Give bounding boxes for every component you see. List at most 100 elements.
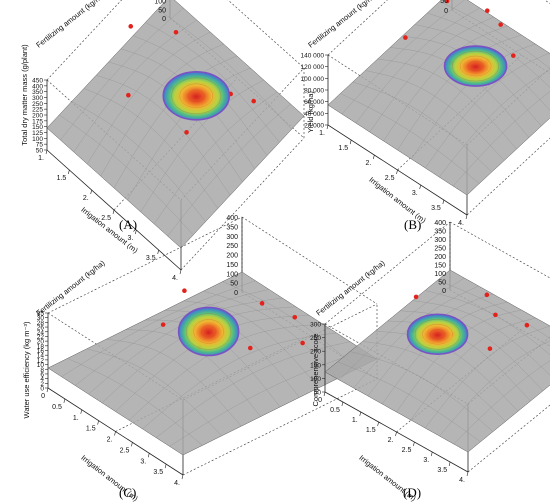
y-axis-title: Fertilizing amount (kg/ha): [34, 258, 107, 317]
x-tick-label: 3.5: [153, 469, 163, 476]
z-tick-label: 125: [32, 130, 43, 137]
x-tick-label: 3.5: [437, 467, 447, 474]
x-tick-mark: [112, 209, 115, 215]
surface-mesh-line: [155, 341, 351, 438]
x-tick-label: 0.5: [52, 404, 62, 411]
panel-label-b: (B): [404, 217, 422, 232]
surface-mesh-line: [157, 9, 292, 130]
x-tick-label: 2.5: [385, 175, 395, 182]
chart-panel-c: 00.51.1.52.2.53.3.54.0501001502002503003…: [22, 215, 378, 503]
panel-label-d: (D): [403, 485, 422, 500]
x-tick-mark: [80, 409, 83, 414]
surface-mesh-line: [167, 103, 291, 237]
z-tick-label: 35: [37, 311, 45, 318]
x-tick-label: 2.: [107, 437, 113, 444]
x-tick-label: 4.: [172, 275, 178, 282]
x-tick-label: 0: [41, 393, 45, 400]
z-tick-label: 200: [310, 349, 321, 356]
observation-point: [160, 322, 166, 327]
observation-point: [300, 340, 305, 346]
y-axis-title: Fertilizing amount (kg/ha): [306, 0, 379, 50]
surface-mesh-line: [183, 300, 319, 388]
x-tick-label: 1.5: [86, 426, 96, 433]
x-tick-mark: [323, 391, 326, 397]
x-tick-label: 1.: [319, 130, 325, 137]
surface-mesh-line: [439, 69, 550, 178]
surface-mesh-line: [452, 91, 550, 187]
x-tick-mark: [147, 453, 150, 458]
x-tick-mark: [413, 441, 415, 447]
x-tick-label: 4.: [458, 220, 464, 227]
z-tick-label: 300: [32, 95, 43, 102]
y-tick-label: 250: [434, 246, 446, 253]
observation-point: [511, 53, 516, 58]
surface-mesh-line: [427, 12, 550, 88]
z-tick-label: 350: [32, 89, 43, 96]
z-tick-label: 120 000: [301, 64, 325, 71]
surface-mesh-line: [399, 310, 544, 391]
x-tick-mark: [181, 474, 184, 480]
z-tick-label: 75: [36, 142, 44, 149]
observation-point: [251, 98, 256, 104]
y-tick-label: 50: [158, 7, 166, 14]
x-tick-mark: [45, 149, 48, 155]
x-tick-mark: [326, 124, 329, 130]
y-tick-label: 150: [226, 262, 238, 269]
optimum-region: [162, 70, 231, 121]
surface-mesh-line: [412, 300, 550, 376]
x-tick-label: 4.: [174, 480, 180, 487]
observation-point: [259, 301, 265, 306]
y-tick-label: 0: [234, 290, 238, 297]
x-tick-mark: [179, 269, 182, 275]
x-tick-label: 0: [318, 397, 322, 404]
y-tick-label: 200: [434, 254, 446, 261]
z-tick-label: 100: [310, 376, 321, 383]
z-axis-title: Yield (kg/ha): [306, 91, 315, 133]
chart-panel-a: 1.1.52.2.53.3.54.05010015020025030035040…: [20, 0, 305, 282]
optimum-contour: [193, 319, 224, 344]
z-tick-label: 40 000: [304, 111, 324, 118]
optimum-contour: [452, 50, 499, 82]
x-tick-label: 1.: [38, 155, 44, 162]
x-tick-mark: [349, 139, 352, 145]
observation-point: [173, 29, 179, 35]
y-tick-label: 0: [162, 16, 166, 23]
x-tick-mark: [466, 471, 469, 477]
x-tick-mark: [68, 169, 70, 175]
surface-mesh-line: [222, 281, 358, 369]
box-edge: [182, 378, 378, 476]
z-tick-label: 250: [32, 101, 43, 108]
optimum-contour: [459, 55, 492, 77]
z-tick-label: 24: [37, 329, 45, 336]
y-tick-label: 400: [434, 220, 446, 227]
y-tick-label: 100: [154, 0, 166, 6]
x-tick-label: 3.: [140, 458, 146, 465]
z-tick-label: 28: [37, 320, 45, 327]
optimum-contour: [200, 325, 217, 338]
z-tick-label: 22: [37, 334, 45, 341]
x-tick-label: 2.5: [402, 447, 412, 454]
x-tick-label: 3.: [423, 457, 429, 464]
y-tick-label: 50: [230, 281, 238, 288]
surface-mesh-line: [410, 317, 536, 421]
x-tick-label: 1.: [352, 417, 358, 424]
x-tick-mark: [373, 154, 375, 160]
z-tick-label: 0: [40, 386, 44, 393]
x-tick-label: 2.5: [101, 215, 111, 222]
x-tick-mark: [395, 431, 397, 437]
x-tick-label: 3.5: [146, 255, 156, 262]
z-tick-label: 20 000: [304, 123, 324, 130]
x-tick-label: 1.: [73, 415, 79, 422]
y-tick-label: 50: [438, 280, 446, 287]
optimum-contour: [422, 324, 453, 345]
x-tick-mark: [396, 169, 398, 175]
observation-point: [184, 130, 189, 135]
y-tick-label: 250: [226, 243, 238, 250]
x-tick-label: 2.5: [120, 447, 130, 454]
surface-mesh-line: [453, 360, 550, 445]
x-tick-mark: [46, 387, 49, 393]
z-axis-title: Comprehensive score: [311, 334, 320, 407]
x-tick-mark: [63, 398, 66, 403]
observation-point: [248, 345, 253, 351]
y-tick-label: 150: [434, 263, 446, 270]
